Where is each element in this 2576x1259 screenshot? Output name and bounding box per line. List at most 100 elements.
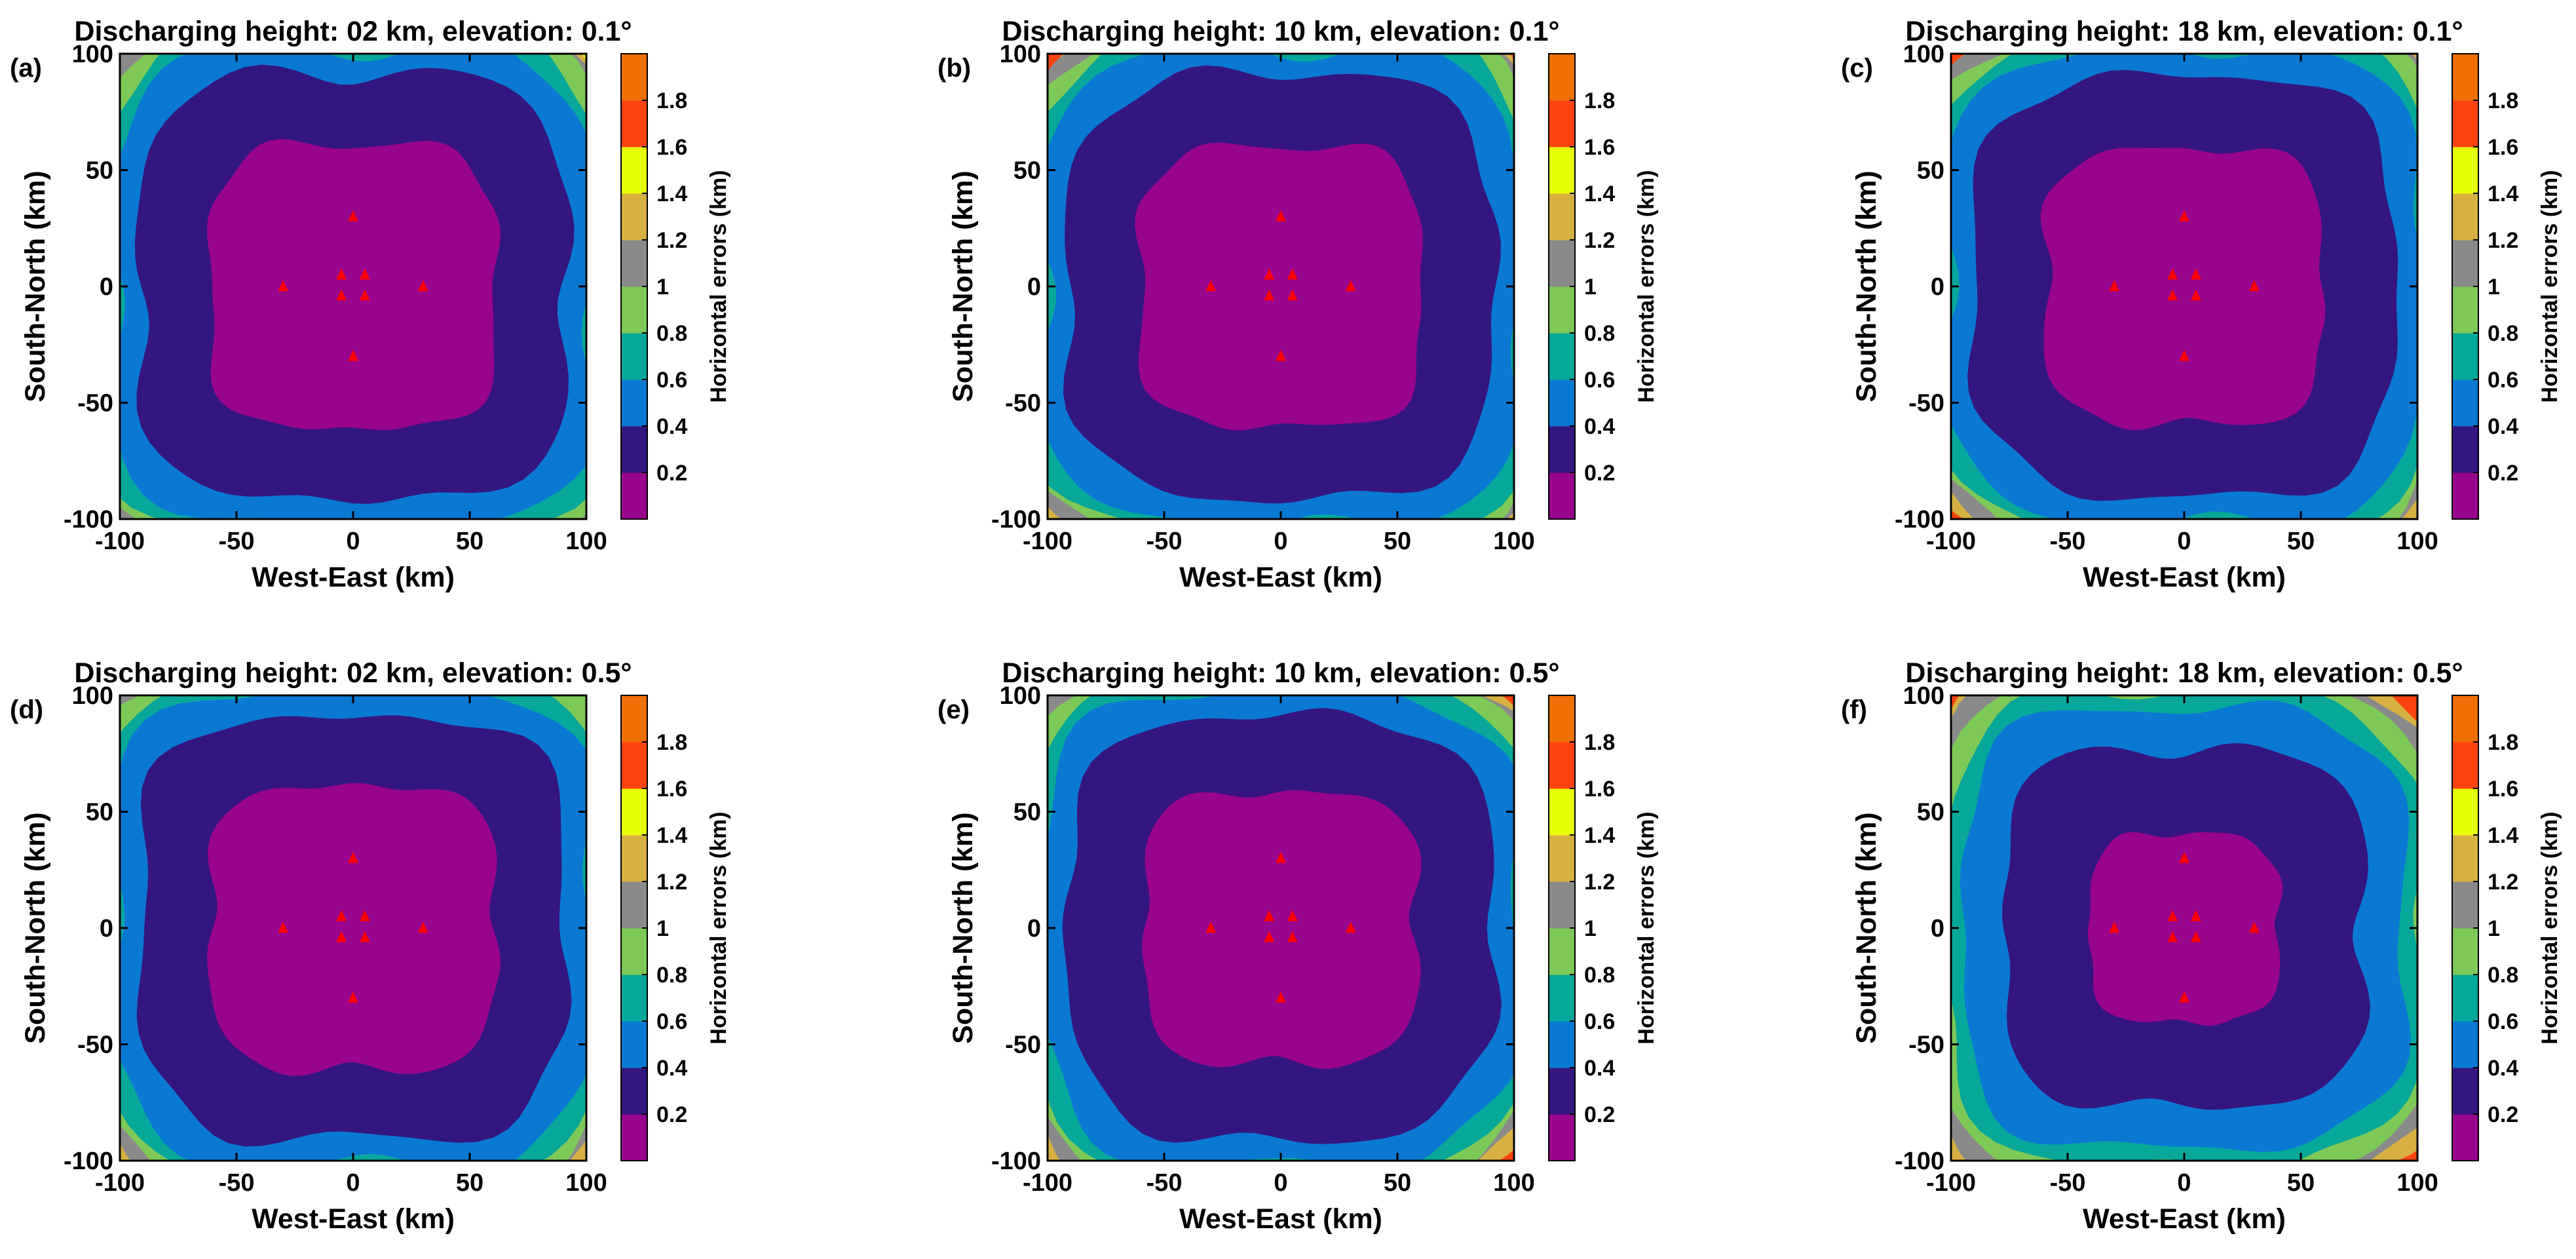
x-axis-label: West-East (km) xyxy=(2083,1203,2286,1235)
y-tick-label: 100 xyxy=(72,41,113,68)
station-marker xyxy=(1287,289,1298,301)
y-axis-label: South-North (km) xyxy=(1851,170,1882,402)
station-marker xyxy=(359,268,370,280)
station-marker xyxy=(2190,289,2201,301)
station-marker xyxy=(336,931,347,942)
colorbar-tick-label: 0.2 xyxy=(2488,1102,2518,1127)
x-tick-label: 100 xyxy=(565,1169,607,1197)
colorbar-tick-label: 1 xyxy=(656,275,669,300)
y-tick-label: 100 xyxy=(72,682,113,710)
colorbar-band xyxy=(1549,100,1575,147)
colorbar-tick-label: 0.4 xyxy=(1584,414,1615,439)
colorbar-tick-label: 0.2 xyxy=(656,1102,687,1127)
colorbar-band xyxy=(2452,193,2478,241)
colorbar-tick-label: 1.4 xyxy=(1584,182,1615,206)
x-tick-label: 0 xyxy=(2177,1169,2191,1197)
station-marker xyxy=(2248,921,2260,933)
y-tick-label: 100 xyxy=(1000,41,1041,68)
colorbar-label: Horizontal errors (km) xyxy=(706,811,731,1044)
colorbar-tick-label: 1 xyxy=(656,916,669,941)
colorbar-band xyxy=(2452,240,2478,287)
colorbar-band xyxy=(621,881,647,929)
station-marker xyxy=(2179,991,2189,1003)
station-marker xyxy=(1276,991,1286,1003)
colorbar-band xyxy=(621,975,647,1022)
colorbar-tick-label: 0.6 xyxy=(656,368,687,393)
contour-band-0_2 xyxy=(207,783,501,1076)
y-tick-label: 50 xyxy=(1013,157,1041,185)
colorbar-band xyxy=(621,426,647,473)
panel-label: (d) xyxy=(10,695,43,724)
x-tick-label: 100 xyxy=(1493,1169,1534,1197)
x-tick-label: -50 xyxy=(2050,1169,2086,1197)
colorbar-tick-label: 0.2 xyxy=(2488,461,2518,486)
panel-label: (b) xyxy=(938,54,971,83)
colorbar-tick-label: 1.8 xyxy=(2488,88,2518,113)
station-marker xyxy=(2248,280,2260,292)
panel-a: -100-100 -50 -50 0 0 50 50 100 100 West-East (km)… xyxy=(10,16,731,593)
colorbar-band xyxy=(2452,1021,2478,1068)
station-marker xyxy=(2179,210,2189,222)
colorbar-band xyxy=(1549,426,1575,473)
contour-area xyxy=(1951,54,2417,519)
colorbar-band xyxy=(621,1021,647,1068)
x-tick-label: -100 xyxy=(1023,1169,1072,1197)
colorbar-band xyxy=(2452,1068,2478,1115)
x-tick-label: -50 xyxy=(219,1169,255,1197)
colorbar-band xyxy=(621,788,647,836)
station-marker xyxy=(1205,280,1217,292)
colorbar-tick-label: 1.2 xyxy=(656,228,687,253)
colorbar-tick-label: 1.8 xyxy=(656,88,687,113)
colorbar-tick-label: 1.8 xyxy=(2488,730,2518,755)
x-tick-label: -50 xyxy=(219,528,255,555)
colorbar-tick-label: 0.2 xyxy=(656,461,687,486)
colorbar-band xyxy=(1549,193,1575,241)
y-tick-label: -50 xyxy=(77,1032,113,1059)
colorbar-tick-label: 0.4 xyxy=(656,1056,687,1081)
y-axis-label: South-North (km) xyxy=(1851,812,1882,1044)
y-tick-label: -100 xyxy=(64,1148,113,1175)
station-marker xyxy=(348,991,358,1003)
panel-label: (c) xyxy=(1841,54,1873,83)
colorbar-band xyxy=(621,1114,647,1161)
colorbar: 0.2 0.4 0.6 0.8 1 1.2 1.4 1.6 1.8 Horizontal erro… xyxy=(1548,53,1659,520)
colorbar-tick-label: 1.6 xyxy=(1584,777,1615,802)
colorbar-band xyxy=(2452,54,2478,101)
colorbar-tick-label: 1.8 xyxy=(1584,88,1615,113)
x-tick-label: -100 xyxy=(1926,528,1976,555)
colorbar-tick-label: 1.6 xyxy=(656,135,687,160)
contour-area xyxy=(1951,695,2417,1161)
x-tick-label: -50 xyxy=(2050,528,2086,555)
colorbar-tick-label: 1.4 xyxy=(656,823,687,848)
panel-f: -100-100 -50 -50 0 0 50 50 100 100 West-East (km)… xyxy=(1841,657,2562,1235)
colorbar-tick-label: 0.4 xyxy=(1584,1056,1615,1081)
colorbar-band xyxy=(1549,835,1575,882)
y-tick-label: 0 xyxy=(1931,273,1944,301)
colorbar-band xyxy=(2452,286,2478,334)
panel-label: (f) xyxy=(1841,695,1867,724)
x-tick-label: 100 xyxy=(1493,528,1534,555)
station-marker xyxy=(359,910,370,921)
colorbar-band xyxy=(1549,1068,1575,1115)
colorbar-tick-label: 1.2 xyxy=(1584,228,1615,253)
panel-title: Discharging height: 10 km, elevation: 0.… xyxy=(1002,16,1559,47)
station-marker xyxy=(2167,268,2178,280)
station-marker xyxy=(2167,931,2178,942)
station-marker xyxy=(2190,268,2201,280)
station-marker xyxy=(417,921,428,933)
y-tick-label: 50 xyxy=(1917,799,1944,826)
colorbar-tick-label: 1.4 xyxy=(2488,823,2518,848)
colorbar-band xyxy=(1549,742,1575,789)
panel-title: Discharging height: 10 km, elevation: 0.… xyxy=(1002,657,1559,689)
y-tick-label: 50 xyxy=(1013,799,1041,826)
colorbar-band xyxy=(621,928,647,975)
colorbar-band xyxy=(1549,928,1575,975)
x-tick-label: -100 xyxy=(1926,1169,1976,1197)
colorbar-tick-label: 0.4 xyxy=(2488,414,2518,439)
y-tick-label: -100 xyxy=(991,506,1041,533)
colorbar-band xyxy=(2452,788,2478,836)
station-marker xyxy=(278,280,289,292)
y-tick-label: -50 xyxy=(1908,1032,1944,1059)
colorbar-label: Horizontal errors (km) xyxy=(1634,170,1659,402)
colorbar: 0.2 0.4 0.6 0.8 1 1.2 1.4 1.6 1.8 Horizontal erro… xyxy=(620,695,731,1161)
